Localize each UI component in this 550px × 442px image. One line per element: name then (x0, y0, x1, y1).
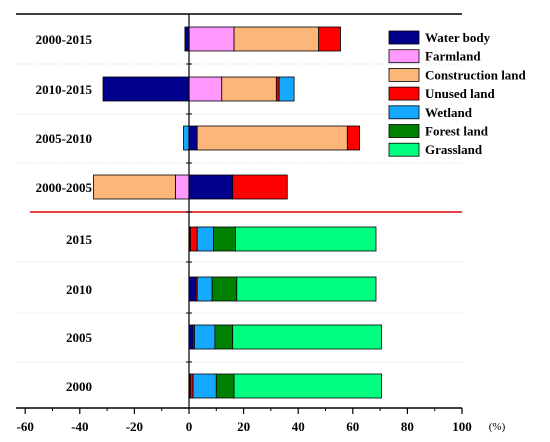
legend-label-construction-land: Construction land (425, 67, 527, 82)
bar-forest-land-2005 (214, 324, 234, 350)
bar-unused-land-2000-2005 (232, 174, 288, 200)
category-label: 2010 (66, 282, 92, 297)
bar-water-body-2005 (188, 324, 194, 350)
bar-farmland-2010-2015 (188, 76, 223, 102)
bar-forest-land-2015 (213, 226, 236, 252)
x-tick-label: -20 (126, 419, 143, 434)
category-label: 2000-2005 (36, 180, 93, 195)
legend-label-unused-land: Unused land (425, 86, 495, 101)
category-label: 2015 (66, 232, 93, 247)
bar-farmland-2000-2015 (188, 26, 235, 52)
x-tick-label: 80 (401, 419, 414, 434)
x-tick-label: 20 (237, 419, 250, 434)
category-label: 2000 (66, 379, 92, 394)
bar-forest-land-2010 (211, 276, 238, 302)
bar-construction-land-2010-2015 (221, 76, 277, 102)
bar-water-body-2005-2010 (188, 125, 198, 151)
bar-grassland-2000 (233, 373, 382, 399)
bar-water-body-2010 (188, 276, 197, 302)
bar-wetland-2005 (194, 324, 216, 350)
x-tick-label: 60 (346, 419, 359, 434)
bar-wetland-2000 (192, 373, 217, 399)
bar-grassland-2015 (235, 226, 377, 252)
bar-unused-land-2010-2015 (275, 76, 280, 102)
legend-swatch-forest-land (388, 124, 420, 138)
legend-swatch-farmland (388, 49, 420, 64)
legend-label-wetland: Wetland (425, 105, 473, 120)
x-tick-label: 0 (186, 419, 193, 434)
bar-construction-land-2000-2005 (93, 174, 176, 200)
bar-unused-land-2000 (189, 373, 194, 399)
bar-wetland-2005-2010 (183, 125, 190, 151)
x-unit-label: (%) (489, 421, 506, 433)
bar-wetland-2010 (196, 276, 213, 302)
legend-label-water-body: Water body (425, 30, 491, 45)
bar-unused-land-2015 (189, 226, 198, 252)
bar-grassland-2010 (236, 276, 377, 302)
x-tick-label: 100 (452, 419, 472, 434)
bar-farmland-2000-2005 (174, 174, 190, 200)
bar-forest-land-2000 (215, 373, 235, 399)
bar-construction-land-2000-2015 (233, 26, 320, 52)
legend-label-forest-land: Forest land (425, 124, 489, 139)
category-label: 2005 (66, 330, 93, 345)
bar-wetland-2015 (196, 226, 214, 252)
legend-swatch-water-body (388, 30, 420, 45)
bar-grassland-2005 (232, 324, 382, 350)
legend: Water body Farmland Construction land Unuse… (388, 30, 527, 157)
bar-water-body-2000-2015 (184, 26, 190, 52)
x-tick-label: -40 (71, 419, 88, 434)
category-label: 2000-2015 (36, 32, 93, 47)
bar-construction-land-2005-2010 (196, 125, 348, 151)
legend-swatch-grassland (388, 142, 420, 157)
bar-unused-land-2000-2015 (318, 26, 341, 52)
legend-label-farmland: Farmland (425, 49, 481, 64)
labels-layer: 2000-2015 2010-2015 2005-2010 2000-2005 2015… (17, 32, 506, 434)
x-tick-label: 40 (292, 419, 305, 434)
bar-water-body-2000-2005 (188, 174, 234, 200)
legend-swatch-unused-land (388, 86, 420, 101)
legend-swatch-wetland (388, 105, 420, 120)
bar-water-body-2010-2015 (102, 76, 190, 102)
x-tick-label: -60 (17, 419, 34, 434)
bar-wetland-2010-2015 (278, 76, 295, 102)
legend-swatch-construction-land (388, 68, 420, 82)
grid-layer (16, 63, 462, 363)
legend-label-grassland: Grassland (425, 142, 483, 157)
category-label: 2010-2015 (36, 82, 93, 97)
bar-unused-land-2005-2010 (346, 125, 361, 151)
axis-layer (16, 13, 463, 414)
category-label: 2005-2010 (36, 131, 92, 146)
